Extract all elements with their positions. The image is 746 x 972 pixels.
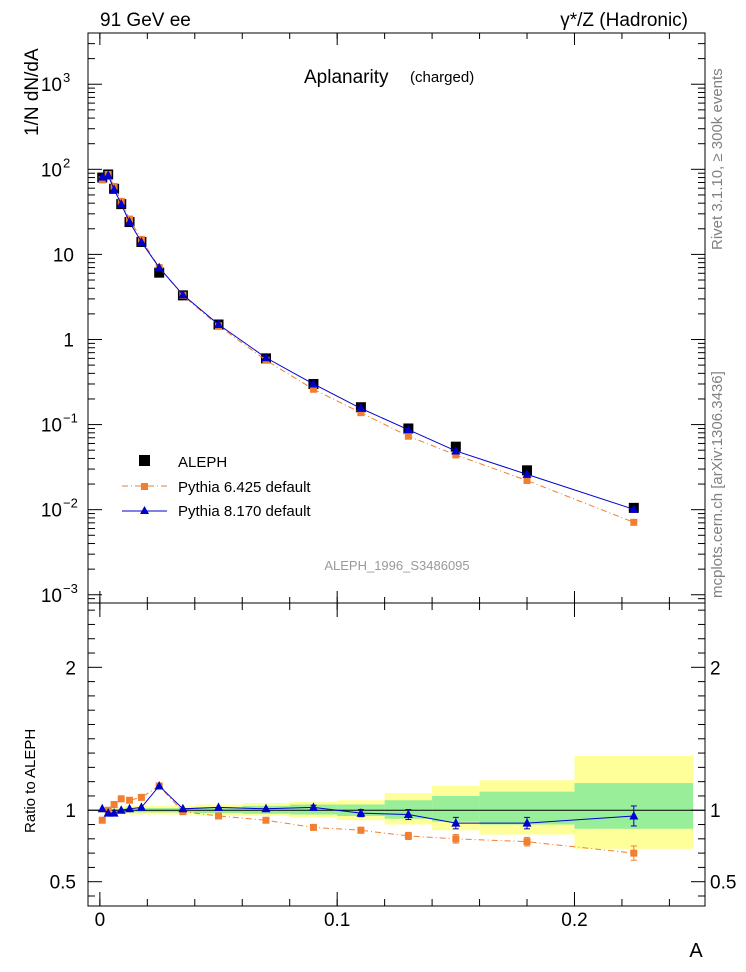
ratio-point-pythia8 [356,808,366,817]
data-point-pythia8 [178,289,188,299]
main-ylabel: 1/N dN/dA [22,48,43,136]
ratio-point-pythia6 [262,816,270,824]
ratio-point-pythia6 [630,849,638,857]
ratio-y-tick-label: 1 [65,801,76,822]
data-point-pythia8 [522,469,532,478]
y-tick-label-exponent: −3 [63,581,78,596]
ratio-y-tick-label-right: 2 [710,658,721,679]
data-point-pythia6 [309,385,317,393]
side-label-bottom: mcplots.cern.ch [arXiv:1306.3436] [709,371,726,598]
header-left: 91 GeV ee [100,10,191,31]
ratio-point-pythia6 [117,795,125,803]
data-point-pythia8 [308,378,318,388]
ratio-y-tick-label: 0.5 [50,873,76,894]
ratio-point-pythia6 [126,796,134,804]
ratio-point-pythia6 [98,816,106,824]
ratio-xlabel: A [689,940,703,962]
y-tick-label: 10 [41,416,62,437]
data-point-pythia8 [261,352,271,362]
data-point-pythia6 [523,477,531,485]
ratio-point-pythia8 [136,802,146,811]
data-point-pythia6 [404,432,412,440]
ratio-x-tick-label: 0 [95,910,106,931]
ratio-point-pythia8 [629,810,639,820]
ratio-point-pythia6 [215,812,223,820]
ratio-point-pythia8 [451,818,461,827]
data-point-pythia6 [357,409,365,417]
ratio-point-pythia8 [308,802,318,811]
y-tick-label: 10 [41,501,62,522]
ratio-point-pythia8 [125,803,135,813]
ratio-x-tick-label: 0.2 [561,910,587,931]
series-line [101,173,634,523]
legend-marker-aleph [139,455,150,466]
ratio-y-tick-label-right: 1 [710,801,721,822]
ratio-point-pythia6 [357,826,365,834]
data-point-pythia8 [125,217,135,226]
ratio-series-line [101,785,634,824]
y-tick-label: 1 [63,330,74,351]
data-point-pythia8 [451,445,461,455]
header-right: γ*/Z (Hadronic) [560,10,688,31]
ratio-point-pythia8 [116,805,126,814]
ratio-point-pythia8 [103,808,113,817]
ratio-point-pythia6 [523,838,531,846]
data-point-pythia8 [116,199,126,208]
ratio-ylabel: Ratio to ALEPH [22,729,39,833]
data-point-pythia8 [356,403,366,412]
main-panel: Aplanarity (charged) 1/N dN/dA ALEPH_199… [22,32,706,607]
ratio-point-pythia8 [261,803,271,813]
ratio-panel: Ratio to ALEPH A 0.5 0.5 1 1 2 2 0 0.1 0.2 [22,602,736,962]
ratio-point-pythia8 [109,808,119,817]
y-tick-label: 10 [41,160,62,181]
data-point-pythia8 [214,319,224,329]
legend-marker-pythia8 [140,506,149,514]
ratio-point-pythia8 [97,803,107,813]
data-point-pythia8 [403,424,413,434]
ratio-frame [87,602,706,907]
data-point-aleph [154,267,165,278]
y-tick-label-exponent: 2 [63,155,70,170]
ratio-x-tick-label: 0.1 [324,910,350,931]
legend: ALEPH Pythia 6.425 default Pythia 8.170 … [122,454,311,520]
ratio-point-pythia8 [178,803,188,813]
legend-label-pythia6: Pythia 6.425 default [178,479,311,496]
y-tick-label: 10 [53,245,74,266]
ratio-y-tick-label-right: 0.5 [710,873,736,894]
ratio-y-tick-label: 2 [65,658,76,679]
ratio-point-pythia8 [403,809,413,819]
ratio-point-pythia6 [309,823,317,831]
legend-marker-pythia6 [141,483,148,490]
ratio-point-pythia6 [110,801,118,809]
ratio-point-pythia8 [154,780,164,790]
legend-label-aleph: ALEPH [178,454,227,471]
data-point-pythia8 [109,184,119,193]
legend-label-pythia8: Pythia 8.170 default [178,503,311,520]
watermark: ALEPH_1996_S3486095 [324,558,469,573]
series-line [102,174,634,510]
y-tick-label: 10 [41,75,62,96]
data-point-pythia8 [136,236,146,246]
y-tick-label-exponent: −2 [63,496,78,511]
data-point-pythia8 [103,170,113,179]
main-title: Aplanarity [304,67,389,88]
data-point-pythia8 [629,504,639,513]
ratio-point-pythia8 [522,818,532,827]
ratio-point-pythia6 [137,793,145,801]
y-tick-label: 10 [41,586,62,607]
ratio-series-line [101,785,634,854]
ratio-point-pythia6 [404,832,412,840]
data-point-pythia6 [630,518,638,526]
side-label-top: Rivet 3.1.10, ≥ 300k events [709,68,726,250]
main-subtitle: (charged) [410,69,474,86]
data-point-pythia8 [154,262,164,272]
data-point-pythia6 [452,451,460,459]
ratio-point-pythia8 [214,802,224,811]
y-tick-label-exponent: −1 [63,411,78,426]
y-tick-label-exponent: 3 [63,70,70,85]
ratio-point-pythia6 [452,835,460,843]
